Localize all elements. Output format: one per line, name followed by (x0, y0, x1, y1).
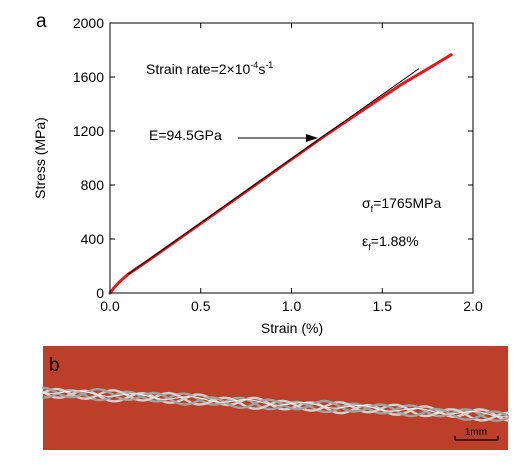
y-tick-label: 0 (96, 285, 104, 301)
x-axis-label: Strain (%) (261, 320, 323, 336)
panel-a-label: a (36, 11, 47, 32)
y-tick-label: 2000 (73, 15, 104, 31)
twisted-wire (41, 386, 510, 423)
fracture-stress-annotation: σf=1765MPa (362, 195, 441, 214)
photo-shading (43, 346, 508, 450)
strain-rate-annotation: Strain rate=2×10-4s-1 (146, 60, 273, 77)
y-tick-label: 1200 (73, 123, 104, 139)
y-axis-label: Stress (MPa) (32, 117, 48, 199)
x-axis-ticks: 0.0 0.5 1.0 1.5 2.0 (100, 23, 483, 314)
curves (108, 53, 453, 295)
wire-strand (41, 389, 510, 422)
x-tick-label: 1.5 (373, 298, 393, 314)
elastic-fit-line (127, 68, 420, 275)
panel-b-label: b (49, 355, 60, 376)
y-tick-label: 1600 (73, 69, 104, 85)
y-tick-label: 800 (81, 177, 105, 193)
modulus-arrowhead (306, 134, 318, 142)
modulus-annotation: E=94.5GPa (149, 127, 222, 143)
y-tick-label: 400 (81, 231, 105, 247)
wire-strand (41, 386, 510, 421)
x-tick-label: 2.0 (463, 298, 483, 314)
scale-bar-label: 1mm (465, 427, 487, 438)
wire-photo: b 1mm (41, 346, 510, 450)
x-tick-label: 0.5 (191, 298, 211, 314)
x-tick-label: 1.0 (282, 298, 302, 314)
stress-strain-curve (108, 53, 453, 295)
y-axis-ticks: 0 400 800 1200 1600 2000 (73, 15, 473, 301)
x-tick-label: 0.0 (100, 298, 120, 314)
fracture-strain-annotation: εf=1.88% (362, 233, 419, 252)
stress-strain-chart: 0.0 0.5 1.0 1.5 2.0 0 400 800 1200 1600 2000 Stra… (32, 15, 483, 336)
wire-highlight (42, 390, 509, 418)
